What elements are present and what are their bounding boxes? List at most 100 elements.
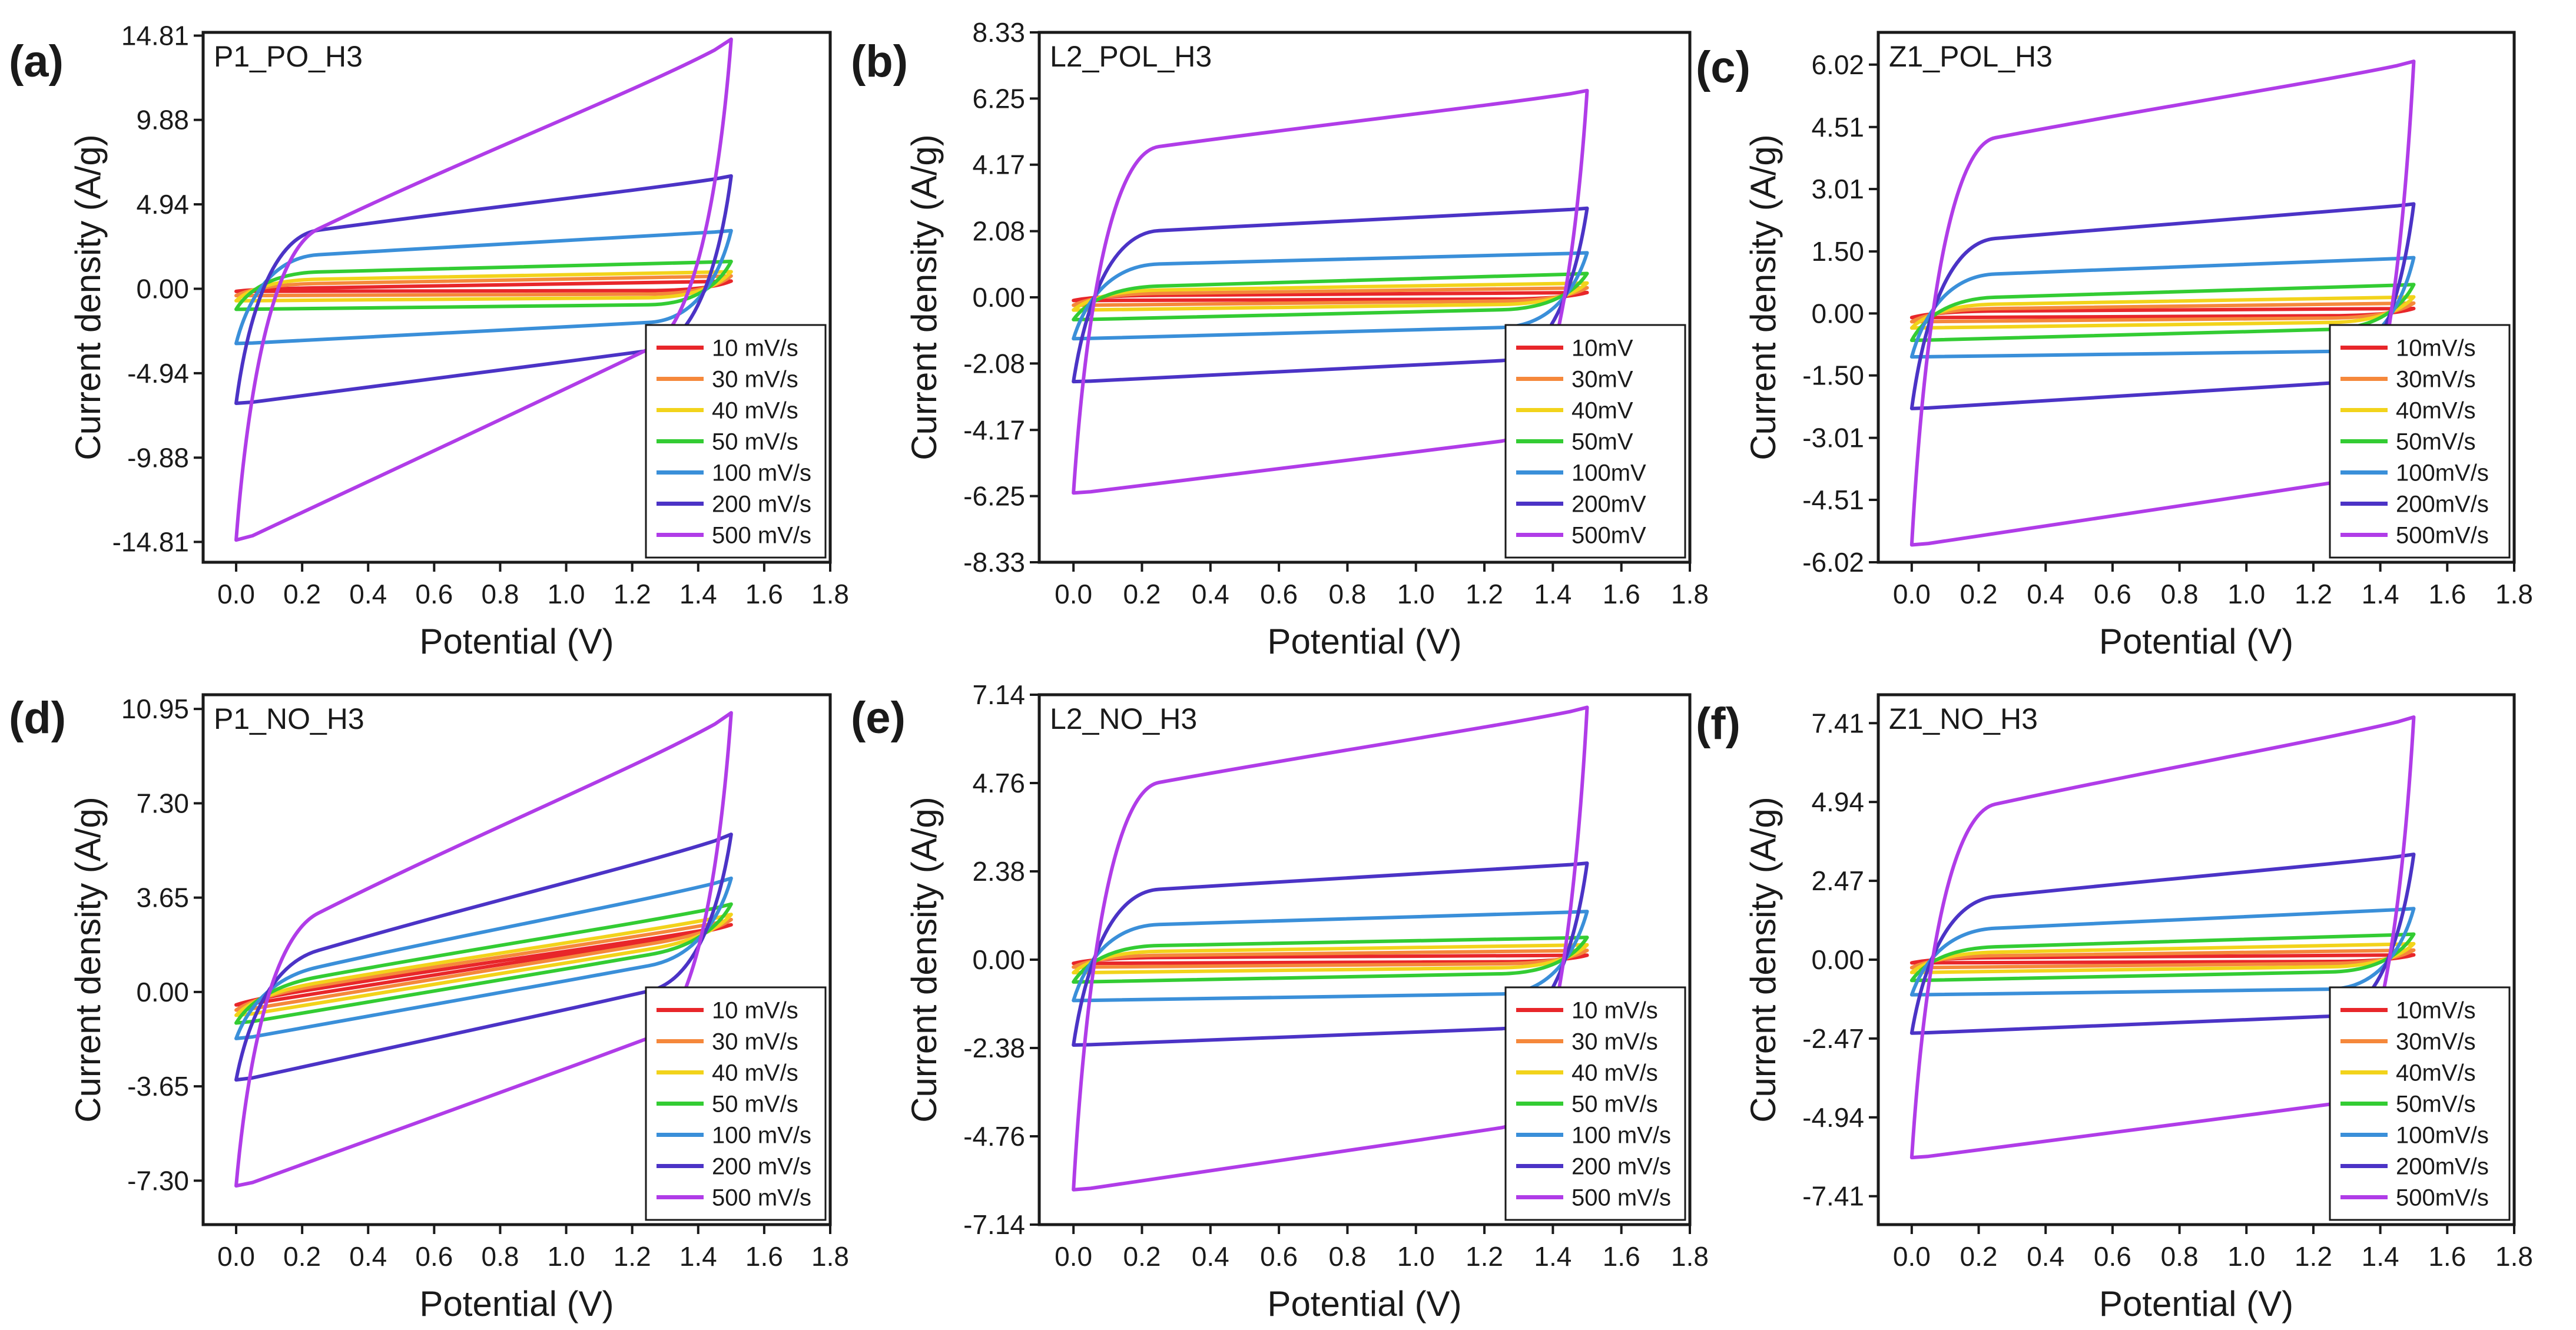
x-tick-label: 1.4 bbox=[1534, 579, 1572, 609]
legend-entry: 100mV bbox=[1572, 460, 1646, 486]
legend-entry: 10 mV/s bbox=[1572, 998, 1658, 1024]
x-tick-label: 0.2 bbox=[1960, 579, 1998, 609]
cv-curve-200-mv-s bbox=[1072, 861, 1589, 1047]
legend-entry: 10mV/s bbox=[2396, 336, 2476, 361]
cv-curve-30mv-s bbox=[1909, 301, 2416, 324]
panel-letter: (c) bbox=[1696, 42, 1751, 92]
y-tick-label: 10.95 bbox=[121, 694, 189, 724]
cv-curve-100-mv-s bbox=[234, 876, 733, 1040]
y-tick-label: 0.00 bbox=[136, 273, 189, 304]
y-tick-label: 0.00 bbox=[1811, 298, 1864, 329]
chart-panel-3: (c) 0.0 0.2 0.4 0.6 0.8 1.0 1.2 1.4 1.6 1.8 -6.02 -4… bbox=[1696, 31, 2533, 661]
y-tick-label: 6.25 bbox=[972, 83, 1025, 114]
legend: 10mV 30mV 40mV 50mV 100mV 200mV 500mV bbox=[1504, 324, 1686, 559]
x-tick-label: 1.8 bbox=[811, 579, 849, 609]
legend-entry: 30 mV/s bbox=[1572, 1029, 1658, 1055]
legend-entry: 50 mV/s bbox=[712, 1092, 798, 1117]
plot-frame bbox=[201, 693, 832, 1226]
y-axis-label: Current density (A/g) bbox=[68, 797, 108, 1123]
y-tick-label: -8.33 bbox=[963, 547, 1025, 578]
y-tick-label: -2.38 bbox=[963, 1033, 1025, 1063]
legend-entry: 100 mV/s bbox=[1572, 1123, 1671, 1149]
x-tick-label: 1.4 bbox=[2362, 579, 2399, 609]
legend-entry: 500 mV/s bbox=[712, 523, 811, 549]
cv-curve-40mv-s bbox=[1909, 295, 2416, 330]
chart-panel-5: (e) 0.0 0.2 0.4 0.6 0.8 1.0 1.2 1.4 1.6 1.8 -7.14 -4… bbox=[851, 679, 1709, 1324]
x-tick-label: 0.8 bbox=[1328, 579, 1366, 609]
y-tick-label: -2.08 bbox=[963, 348, 1025, 379]
x-tick-label: 0.6 bbox=[1260, 579, 1298, 609]
x-tick-label: 1.8 bbox=[1671, 1241, 1709, 1272]
cv-curve-200-mv-s bbox=[234, 833, 733, 1082]
x-tick-label: 0.2 bbox=[283, 1241, 321, 1272]
chart-panel-6: (f) 0.0 0.2 0.4 0.6 0.8 1.0 1.2 1.4 1.6 1.8 -7.41 -4… bbox=[1696, 693, 2533, 1324]
legend-entry: 200 mV/s bbox=[712, 1154, 811, 1180]
x-tick-label: 0.2 bbox=[1123, 1241, 1161, 1272]
x-axis-label: Potential (V) bbox=[419, 1284, 614, 1324]
cv-curve-40-mv-s bbox=[234, 270, 733, 303]
y-tick-label: 2.47 bbox=[1811, 865, 1864, 896]
y-tick-label: 2.38 bbox=[972, 856, 1025, 887]
cv-curve-40-mv-s bbox=[1072, 943, 1589, 975]
legend-entry: 200 mV/s bbox=[1572, 1154, 1671, 1180]
cv-curve-30-mv-s bbox=[234, 274, 733, 298]
cv-curve-10mv-s bbox=[1909, 306, 2416, 320]
x-tick-label: 1.2 bbox=[2295, 1241, 2332, 1272]
panel-letter: (f) bbox=[1696, 699, 1740, 749]
y-tick-label: 4.17 bbox=[972, 150, 1025, 180]
y-tick-label: 7.14 bbox=[972, 679, 1025, 710]
legend-entry: 30mV bbox=[1572, 367, 1633, 393]
cv-curve-500-mv-s bbox=[234, 37, 733, 542]
x-tick-label: 0.4 bbox=[2027, 1241, 2064, 1272]
x-tick-label: 1.4 bbox=[2362, 1241, 2399, 1272]
y-tick-label: -3.01 bbox=[1802, 423, 1864, 453]
cv-curve-100mv bbox=[1072, 251, 1589, 341]
chart-panel-2: (b) 0.0 0.2 0.4 0.6 0.8 1.0 1.2 1.4 1.6 1.8 -8.33 -6… bbox=[851, 17, 1709, 661]
cv-curve-200mv-s bbox=[1909, 853, 2416, 1035]
x-tick-label: 0.4 bbox=[349, 1241, 387, 1272]
x-tick-label: 0.6 bbox=[415, 1241, 453, 1272]
x-tick-label: 0.6 bbox=[2094, 579, 2131, 609]
cv-curve-30mv-s bbox=[1909, 948, 2416, 970]
cv-curve-50mv bbox=[1072, 271, 1589, 321]
x-tick-label: 1.0 bbox=[1397, 579, 1435, 609]
y-tick-label: 4.76 bbox=[972, 768, 1025, 798]
y-tick-label: -2.47 bbox=[1802, 1023, 1864, 1054]
legend: 10mV/s 30mV/s 40mV/s 50mV/s 100mV/s 200mV/s 50… bbox=[2329, 324, 2511, 559]
legend-entry: 100 mV/s bbox=[712, 460, 811, 486]
y-tick-label: 0.00 bbox=[972, 944, 1025, 975]
y-axis-label: Current density (A/g) bbox=[904, 797, 944, 1123]
legend-entry: 50 mV/s bbox=[1572, 1092, 1658, 1117]
cv-curve-500mv-s bbox=[1909, 715, 2416, 1160]
y-tick-label: 8.33 bbox=[972, 17, 1025, 48]
x-tick-label: 1.8 bbox=[811, 1241, 849, 1272]
legend: 10 mV/s 30 mV/s 40 mV/s 50 mV/s 100 mV/s 200 … bbox=[645, 324, 827, 559]
x-tick-label: 0.4 bbox=[1192, 579, 1229, 609]
x-tick-label: 1.8 bbox=[1671, 579, 1709, 609]
y-tick-label: 0.00 bbox=[972, 282, 1025, 313]
legend-entry: 500 mV/s bbox=[1572, 1185, 1671, 1211]
x-tick-label: 0.0 bbox=[1893, 579, 1931, 609]
plot-frame bbox=[201, 31, 832, 564]
panel-letter: (e) bbox=[851, 693, 906, 743]
legend-entry: 50mV bbox=[1572, 429, 1633, 455]
cv-curve-500-mv-s bbox=[234, 711, 733, 1188]
x-tick-label: 1.4 bbox=[679, 579, 717, 609]
cv-curve-50-mv-s bbox=[234, 260, 733, 311]
cv-curve-30mv bbox=[1072, 286, 1589, 307]
y-tick-label: -9.88 bbox=[127, 442, 189, 473]
x-tick-label: 1.0 bbox=[2227, 579, 2265, 609]
legend-entry: 40mV bbox=[1572, 398, 1633, 424]
y-tick-label: -6.25 bbox=[963, 481, 1025, 512]
y-tick-label: 14.81 bbox=[121, 21, 189, 51]
chart-panel-1: (a) 0.0 0.2 0.4 0.6 0.8 1.0 1.2 1.4 1.6 1.8 -14.81 -… bbox=[9, 21, 849, 661]
x-tick-label: 1.2 bbox=[1466, 579, 1503, 609]
chart-title: Z1_POL_H3 bbox=[1889, 40, 2053, 73]
x-tick-label: 1.2 bbox=[2295, 579, 2332, 609]
x-tick-label: 0.8 bbox=[1328, 1241, 1366, 1272]
y-axis-label: Current density (A/g) bbox=[904, 134, 944, 460]
x-axis-label: Potential (V) bbox=[1267, 622, 1461, 661]
cv-curve-500mv bbox=[1072, 88, 1589, 495]
x-tick-label: 1.4 bbox=[679, 1241, 717, 1272]
cv-curve-200mv bbox=[1072, 206, 1589, 384]
